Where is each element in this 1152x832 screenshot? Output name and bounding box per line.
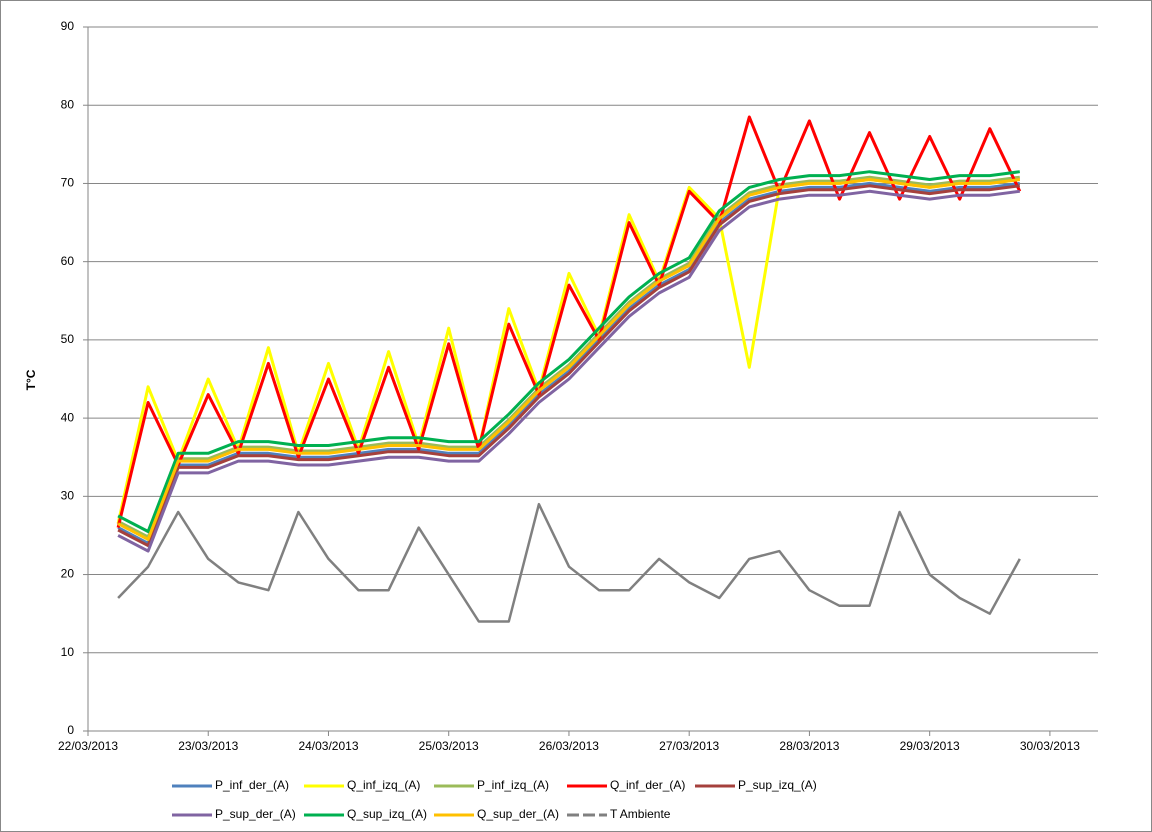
series-line <box>117 178 1020 541</box>
x-tick-label: 27/03/2013 <box>659 739 719 753</box>
series-line <box>117 184 1020 548</box>
y-tick-label: 30 <box>61 489 75 503</box>
y-tick-label: 40 <box>61 410 75 424</box>
x-tick-label: 22/03/2013 <box>58 739 118 753</box>
legend-label: P_sup_der_(A) <box>215 807 296 821</box>
x-tick-label: 25/03/2013 <box>419 739 479 753</box>
legend-label: T Ambiente <box>610 807 671 821</box>
legend-label: P_sup_izq_(A) <box>738 778 817 792</box>
series-line <box>117 181 1020 545</box>
series-line <box>116 115 1022 528</box>
y-tick-label: 60 <box>61 254 75 268</box>
x-tick-label: 24/03/2013 <box>298 739 358 753</box>
x-tick-label: 23/03/2013 <box>178 739 238 753</box>
y-tick-label: 70 <box>61 176 75 190</box>
legend-label: P_inf_der_(A) <box>215 778 289 792</box>
x-tick-label: 29/03/2013 <box>900 739 960 753</box>
series-line <box>117 170 1020 533</box>
x-tick-label: 26/03/2013 <box>539 739 599 753</box>
y-axis-label: T°C <box>24 369 38 390</box>
x-tick-label: 30/03/2013 <box>1020 739 1080 753</box>
y-tick-label: 20 <box>61 567 75 581</box>
y-tick-label: 80 <box>61 97 75 111</box>
series-line <box>117 189 1020 553</box>
legend-label: P_inf_izq_(A) <box>477 778 549 792</box>
legend-label: Q_sup_der_(A) <box>477 807 559 821</box>
y-tick-label: 0 <box>67 723 74 737</box>
x-tick-label: 28/03/2013 <box>779 739 839 753</box>
series-line <box>117 175 1020 539</box>
series-line <box>117 502 1021 623</box>
y-tick-label: 90 <box>61 19 75 33</box>
y-tick-label: 50 <box>61 332 75 346</box>
y-tick-label: 10 <box>61 645 75 659</box>
legend-label: Q_inf_der_(A) <box>610 778 685 792</box>
legend-label: Q_sup_izq_(A) <box>347 807 427 821</box>
legend-label: Q_inf_izq_(A) <box>347 778 420 792</box>
